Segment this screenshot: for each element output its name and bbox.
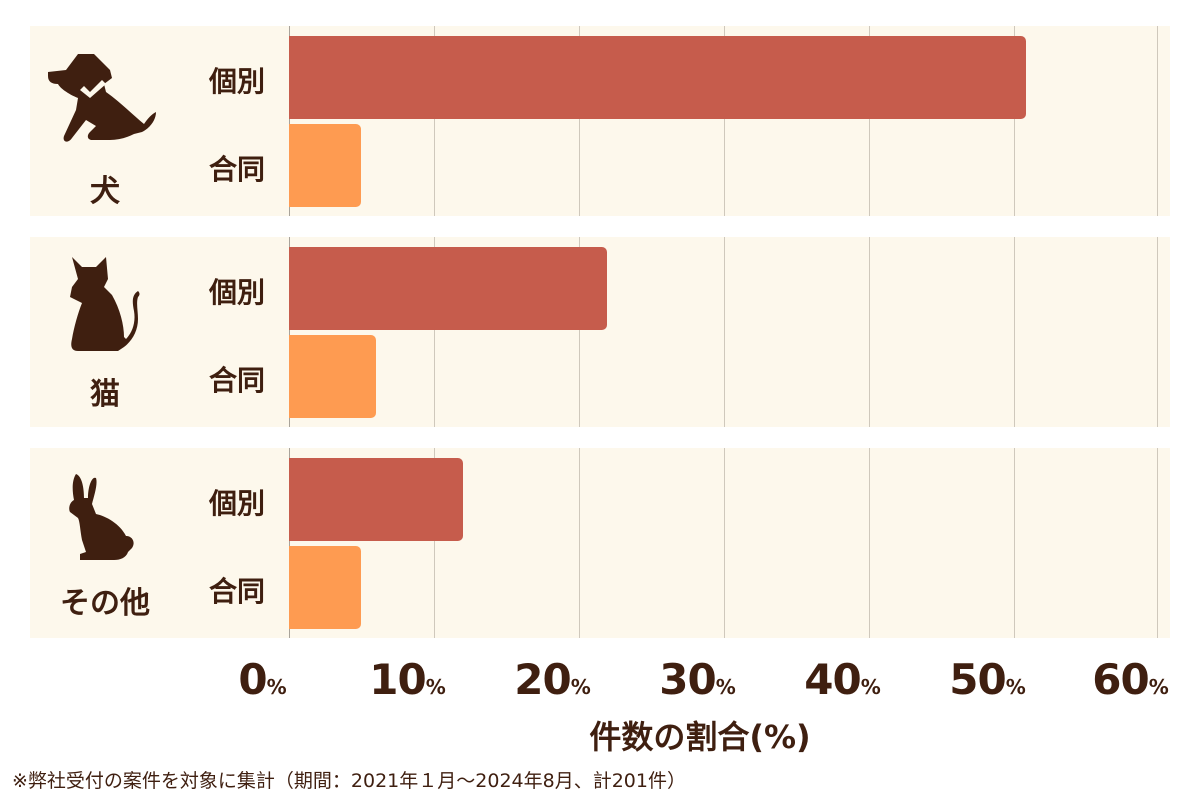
gridline-50 bbox=[1014, 237, 1015, 427]
chart-panel-cat: 猫 個別 合同 bbox=[30, 237, 1170, 427]
gridline-10 bbox=[434, 237, 435, 427]
sub-label-joint: 合同 bbox=[208, 575, 265, 608]
gridline-50 bbox=[1014, 26, 1015, 216]
sub-label-individual: 個別 bbox=[208, 276, 265, 309]
gridline-60 bbox=[1157, 448, 1158, 638]
sub-label-joint: 合同 bbox=[208, 153, 265, 186]
x-tick-40: 40% bbox=[804, 655, 881, 704]
bar-dog-individual bbox=[289, 36, 1026, 119]
x-tick-0: 0% bbox=[238, 655, 286, 704]
gridline-10 bbox=[434, 26, 435, 216]
x-tick-20: 20% bbox=[514, 655, 591, 704]
gridline-30 bbox=[724, 448, 725, 638]
gridline-40 bbox=[869, 26, 870, 216]
gridline-40 bbox=[869, 448, 870, 638]
gridline-20 bbox=[579, 237, 580, 427]
chart-panel-other: その他 個別 合同 bbox=[30, 448, 1170, 638]
x-tick-30: 30% bbox=[659, 655, 736, 704]
bar-cat-individual bbox=[289, 247, 607, 330]
gridline-10 bbox=[434, 448, 435, 638]
rabbit-icon bbox=[69, 474, 134, 560]
gridline-60 bbox=[1157, 237, 1158, 427]
gridline-30 bbox=[724, 237, 725, 427]
sub-label-individual: 個別 bbox=[208, 487, 265, 520]
x-tick-10: 10% bbox=[369, 655, 446, 704]
group-label-cat: 猫 bbox=[90, 377, 120, 412]
sub-label-joint: 合同 bbox=[208, 364, 265, 397]
gridline-40 bbox=[869, 237, 870, 427]
axis-line bbox=[289, 448, 290, 638]
x-tick-60: 60% bbox=[1092, 655, 1169, 704]
gridline-60 bbox=[1157, 26, 1158, 216]
cat-icon bbox=[70, 257, 140, 351]
bar-cat-joint bbox=[289, 335, 376, 418]
gridline-20 bbox=[579, 26, 580, 216]
dog-icon bbox=[48, 54, 156, 142]
gridline-30 bbox=[724, 26, 725, 216]
x-tick-50: 50% bbox=[949, 655, 1026, 704]
axis-line bbox=[289, 26, 290, 216]
sub-label-individual: 個別 bbox=[208, 65, 265, 98]
gridline-20 bbox=[579, 448, 580, 638]
chart-panel-dog: 犬 個別 合同 bbox=[30, 26, 1170, 216]
bar-other-joint bbox=[289, 546, 361, 629]
group-label-other: その他 bbox=[60, 586, 150, 621]
axis-line bbox=[289, 237, 290, 427]
gridline-50 bbox=[1014, 448, 1015, 638]
bar-dog-joint bbox=[289, 124, 361, 207]
group-label-dog: 犬 bbox=[90, 174, 120, 209]
x-axis-label: 件数の割合(%) bbox=[589, 718, 811, 756]
bar-other-individual bbox=[289, 458, 463, 541]
footnote: ※弊社受付の案件を対象に集計（期間：2021年１月〜2024年8月、計201件） bbox=[12, 770, 686, 792]
